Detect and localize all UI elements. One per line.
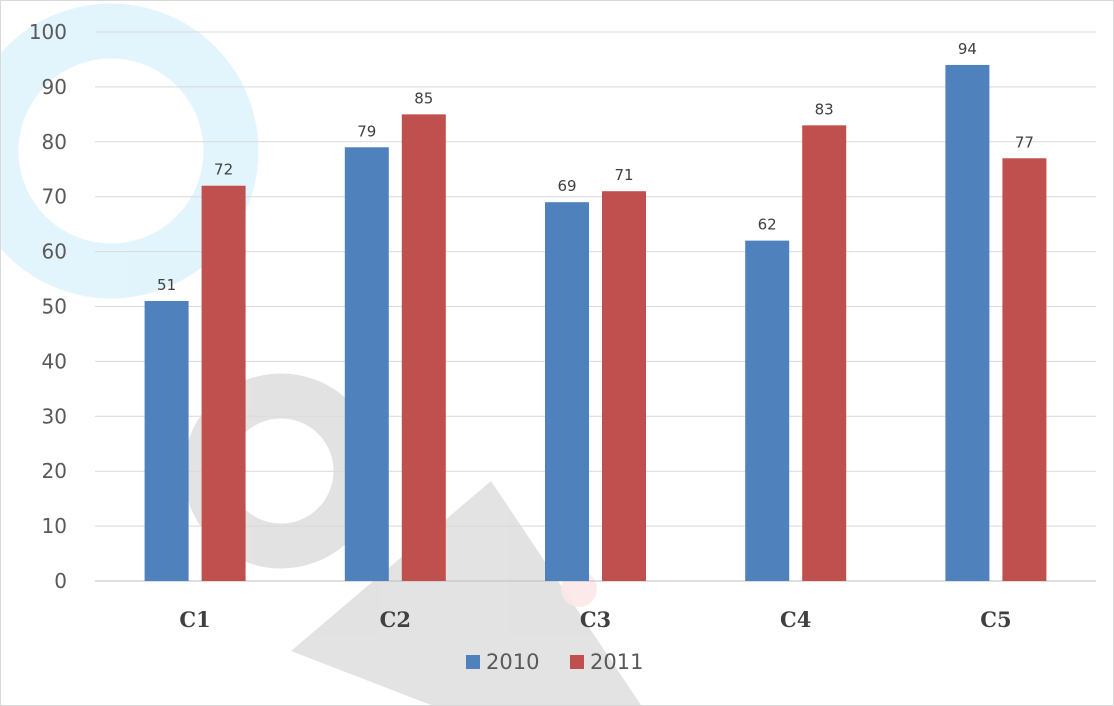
y-tick-label: 60 [42, 240, 67, 264]
bar-2010-C3 [545, 202, 589, 581]
bar-2010-C5 [945, 64, 990, 581]
legend-swatch-2011 [570, 655, 584, 669]
x-category-label: C3 [580, 607, 611, 632]
legend: 2010 2011 [466, 650, 643, 674]
y-axis-tick-labels: 0 10 20 30 40 50 60 70 80 90 100 [29, 20, 67, 593]
legend-label-2010: 2010 [486, 650, 539, 674]
bars [144, 64, 1047, 582]
bar-2011-C1 [201, 185, 246, 581]
y-tick-label: 70 [42, 185, 67, 209]
data-label-2011-C4: 83 [815, 100, 834, 118]
y-tick-label: 40 [42, 349, 67, 373]
x-axis-category-labels: C1 C2 C3 C4 C5 [179, 607, 1011, 632]
data-label-2010-C5: 94 [958, 40, 977, 58]
y-tick-label: 100 [29, 20, 67, 44]
y-tick-label: 50 [42, 295, 67, 319]
bar-2010-C2 [344, 147, 389, 582]
bar-2010-C1 [144, 301, 189, 581]
gridlines [95, 31, 1096, 582]
data-label-2010-C3: 69 [557, 177, 576, 195]
y-tick-label: 80 [42, 130, 67, 154]
bar-2011-C3 [602, 191, 646, 581]
data-label-2011-C2: 85 [414, 89, 433, 107]
y-tick-label: 0 [54, 569, 67, 593]
bar-2011-C4 [802, 125, 847, 581]
x-category-label: C5 [980, 607, 1011, 632]
x-category-label: C4 [780, 607, 811, 632]
data-label-2010-C4: 62 [758, 216, 777, 234]
y-tick-label: 90 [42, 75, 67, 99]
data-label-2011-C3: 71 [614, 166, 633, 184]
data-label-2010-C2: 79 [357, 122, 376, 140]
y-tick-label: 10 [42, 514, 67, 538]
bar-2010-C4 [745, 240, 790, 581]
data-label-2011-C1: 72 [214, 161, 233, 179]
data-label-2011-C5: 77 [1015, 133, 1034, 151]
legend-label-2011: 2011 [590, 650, 643, 674]
data-labels: 51 72 79 85 69 71 62 83 94 77 [157, 40, 1034, 294]
x-category-label: C2 [380, 607, 411, 632]
bar-2011-C5 [1002, 158, 1047, 581]
y-tick-label: 30 [42, 404, 67, 428]
bar-2011-C2 [401, 114, 446, 581]
legend-swatch-2010 [466, 655, 480, 669]
data-label-2010-C1: 51 [157, 276, 176, 294]
y-tick-label: 20 [42, 459, 67, 483]
x-category-label: C1 [179, 607, 210, 632]
